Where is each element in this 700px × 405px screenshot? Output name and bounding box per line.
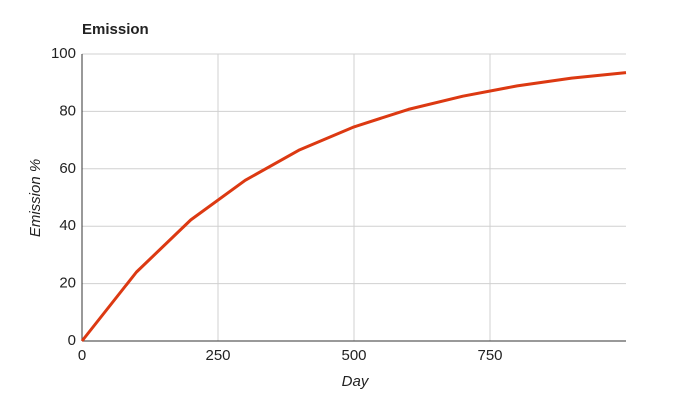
y-tick-label: 60 [59, 160, 76, 177]
y-tick-label: 20 [59, 275, 76, 292]
data-line [80, 71, 627, 342]
y-tick-label: 80 [59, 102, 76, 119]
y-tick-label: 100 [51, 45, 76, 62]
chart-title: Emission [82, 21, 149, 38]
x-tick-label: 500 [341, 347, 366, 364]
x-tick-label: 0 [78, 347, 86, 364]
y-tick-label: 0 [68, 332, 76, 349]
x-tick-label: 250 [205, 347, 230, 364]
x-axis-label: Day [342, 373, 370, 390]
y-axis-label: Emission % [27, 159, 44, 237]
x-tick-label: 750 [477, 347, 502, 364]
y-tick-label: 40 [59, 217, 76, 234]
